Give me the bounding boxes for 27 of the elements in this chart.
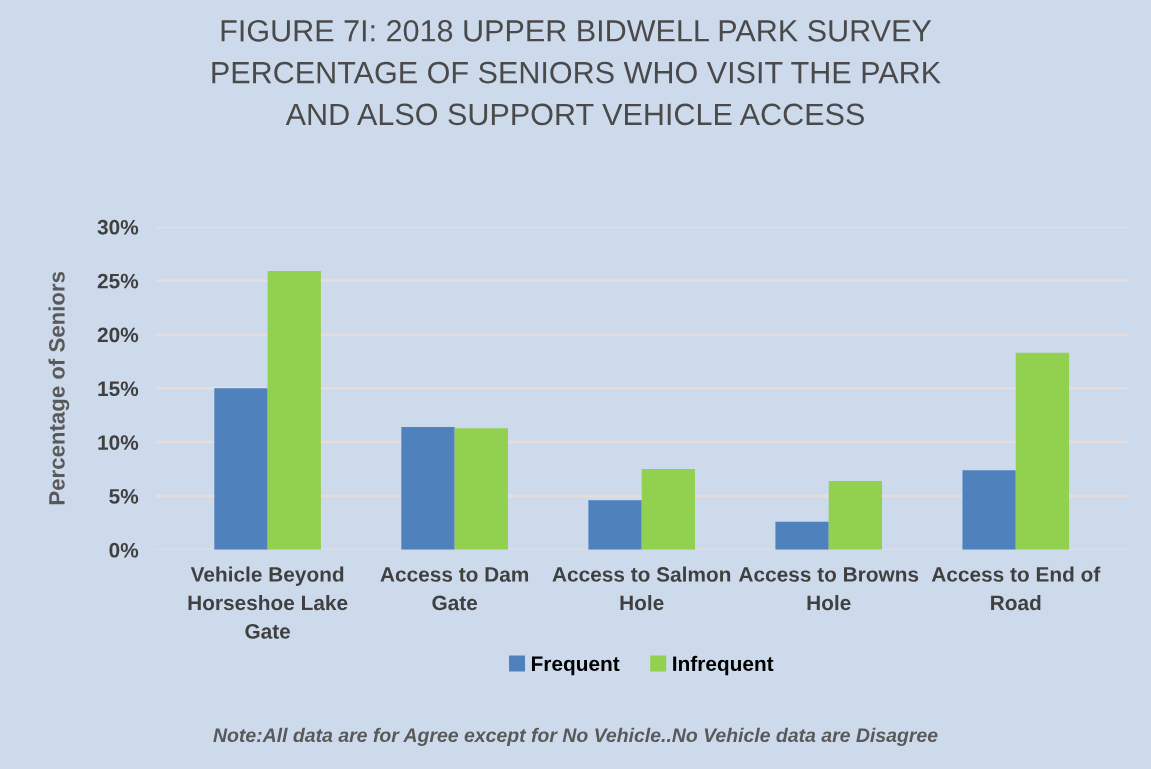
bar xyxy=(828,480,883,550)
legend-label: Frequent xyxy=(531,656,620,676)
y-tick-label: 5% xyxy=(109,489,139,504)
bar xyxy=(401,427,455,550)
legend-label: Infrequent xyxy=(673,655,774,676)
bar xyxy=(775,521,829,550)
x-tick-label: Access to Browns Hole xyxy=(738,567,919,611)
text: Note:All data are for Agree except for No Vehicle..No Vehicle data are Disagree xyxy=(213,727,938,746)
x-tick-label: Access to Salmon Hole xyxy=(552,566,731,611)
x-tick-label: Access to End of Road xyxy=(931,566,1101,611)
y-tick-label: 15% xyxy=(98,381,139,397)
x-tick-label: Vehicle Beyond Horseshoe Lake Gate xyxy=(188,566,348,639)
y-tick-label: 30% xyxy=(97,219,139,235)
bar xyxy=(962,470,1016,550)
bar xyxy=(214,388,268,550)
y-tick-label: 20% xyxy=(97,327,139,343)
bar xyxy=(454,428,508,550)
bar xyxy=(267,271,321,550)
bar xyxy=(1015,352,1070,550)
chart-title: FIGURE 7I: 2018 UPPER BIDWELL PARK SURVEY PERCENTAGE OF SENIORS WHO VISIT THE PARK AND ALSO SUPPORT VEHICLE ACCESS xyxy=(212,20,941,126)
y-tick-label: 25% xyxy=(97,273,139,289)
y-tick-label: 0% xyxy=(109,542,139,558)
y-axis-title: Percentage of Seniors xyxy=(48,271,70,505)
bar xyxy=(641,469,695,550)
bar xyxy=(588,500,642,550)
x-tick-label: Access to Dam Gate xyxy=(380,567,529,611)
y-tick-label: 10% xyxy=(98,435,139,450)
